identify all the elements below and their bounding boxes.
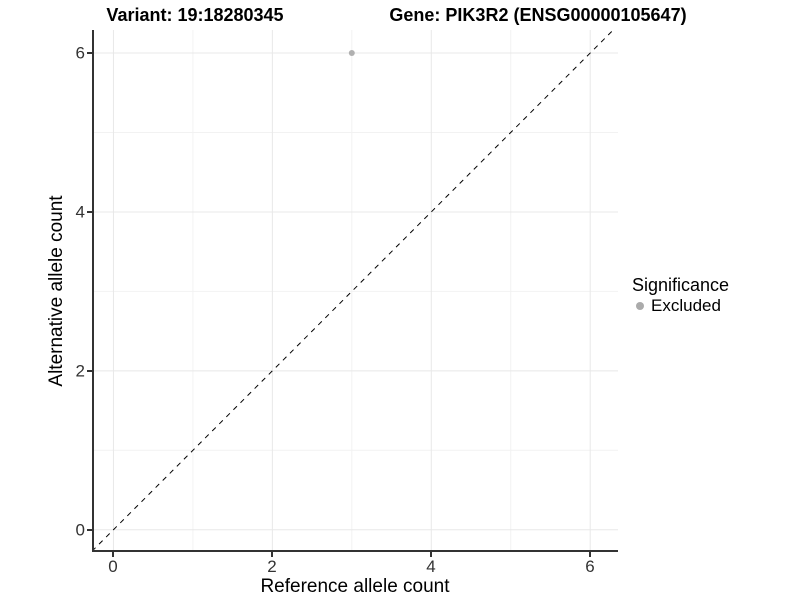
x-tick-label: 4 xyxy=(426,557,436,576)
x-tick-mark xyxy=(430,552,432,557)
legend-entry-excluded: Excluded xyxy=(632,296,729,315)
y-tick-label: 6 xyxy=(75,43,85,63)
x-tick-label: 6 xyxy=(585,557,595,576)
plot-canvas xyxy=(91,29,618,552)
data-point xyxy=(348,50,355,57)
plot-panel xyxy=(91,29,618,552)
x-tick-mark xyxy=(271,552,273,557)
x-tick-mark xyxy=(589,552,591,557)
legend-entry-label: Excluded xyxy=(651,296,721,315)
x-axis-title: Reference allele count xyxy=(260,576,450,597)
legend-title: Significance xyxy=(632,275,730,295)
identity-line xyxy=(91,29,614,552)
excluded-marker-icon xyxy=(636,301,644,310)
x-tick-label: 0 xyxy=(108,557,118,576)
x-tick-label: 2 xyxy=(267,557,277,576)
variant-title: Variant: 19:18280345 xyxy=(106,5,284,25)
legend: Significance Excluded xyxy=(632,275,729,315)
y-axis-title: Alternative allele count xyxy=(46,195,67,387)
x-tick-mark xyxy=(112,552,114,557)
gene-title: Gene: PIK3R2 (ENSG00000105647) xyxy=(389,5,687,25)
y-tick-label: 0 xyxy=(75,520,85,540)
